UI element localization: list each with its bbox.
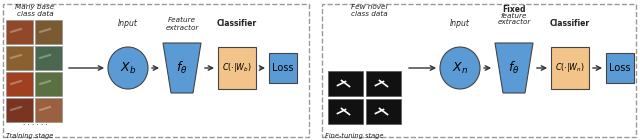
Bar — [328, 71, 363, 96]
Text: Few novel
class data: Few novel class data — [351, 4, 387, 18]
Ellipse shape — [440, 47, 480, 89]
Text: Many base
class data: Many base class data — [15, 4, 54, 18]
Polygon shape — [495, 43, 533, 93]
FancyBboxPatch shape — [551, 47, 589, 89]
FancyBboxPatch shape — [218, 47, 256, 89]
Bar — [322, 4, 636, 137]
Polygon shape — [163, 43, 201, 93]
Text: $f_\theta$: $f_\theta$ — [176, 60, 188, 76]
FancyBboxPatch shape — [269, 53, 297, 83]
Text: Input: Input — [118, 19, 138, 29]
FancyBboxPatch shape — [606, 53, 634, 83]
Bar — [35, 72, 62, 96]
Bar — [366, 99, 401, 124]
Bar — [35, 46, 62, 70]
Text: $X_n$: $X_n$ — [452, 60, 468, 76]
Text: Loss: Loss — [609, 63, 631, 73]
Text: Input: Input — [450, 19, 470, 29]
Text: Fine-tuning stage: Fine-tuning stage — [325, 133, 383, 139]
Bar — [328, 99, 363, 124]
Text: · · · · · ·: · · · · · · — [22, 122, 47, 128]
Bar — [6, 46, 33, 70]
Bar — [35, 98, 62, 122]
Text: $C(\cdot|W_n)$: $C(\cdot|W_n)$ — [555, 61, 585, 74]
Bar — [6, 98, 33, 122]
Text: $C(\cdot|W_b)$: $C(\cdot|W_b)$ — [222, 61, 252, 74]
Text: Feature
extractor: Feature extractor — [165, 18, 198, 31]
Bar — [366, 71, 401, 96]
Text: Classifier: Classifier — [217, 19, 257, 29]
Text: Training stage: Training stage — [6, 133, 53, 139]
Bar — [3, 4, 309, 137]
Bar — [35, 20, 62, 44]
Text: $f_\theta$: $f_\theta$ — [508, 60, 520, 76]
Text: Fixed: Fixed — [502, 5, 525, 15]
Bar — [6, 20, 33, 44]
Text: Loss: Loss — [272, 63, 294, 73]
Text: $X_b$: $X_b$ — [120, 60, 136, 76]
Ellipse shape — [108, 47, 148, 89]
Bar — [6, 72, 33, 96]
Text: Classifier: Classifier — [550, 19, 590, 29]
Text: feature
extractor: feature extractor — [497, 12, 531, 25]
